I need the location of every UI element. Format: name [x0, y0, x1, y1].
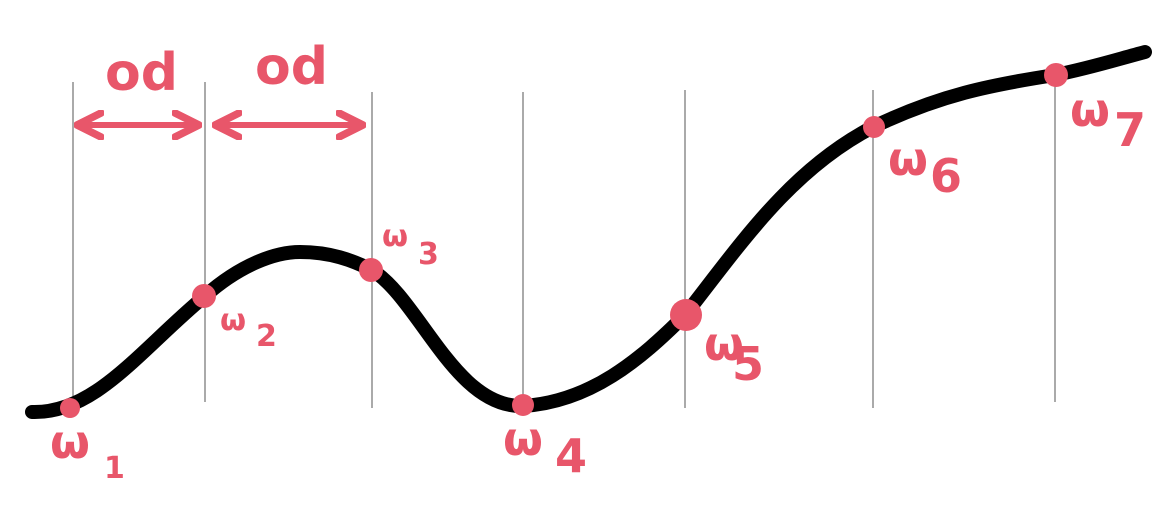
label-w1-index: 1 — [104, 451, 125, 486]
point-w1 — [60, 398, 80, 418]
point-w7 — [1044, 63, 1068, 87]
point-w4 — [512, 394, 534, 416]
label-w7-letter: ω — [1070, 83, 1110, 137]
label-w6-index: 6 — [930, 149, 962, 203]
label-w7-index: 7 — [1114, 103, 1146, 157]
label-w2-letter: ω — [220, 303, 246, 338]
spacing-label-2: od — [255, 37, 328, 97]
label-w3-letter: ω — [382, 219, 408, 254]
label-w6-letter: ω — [888, 132, 928, 186]
label-w2-index: 2 — [256, 319, 277, 354]
spacing-label-1: od — [105, 43, 178, 103]
label-w1-letter: ω — [50, 415, 90, 469]
label-w3-index: 3 — [418, 237, 439, 272]
label-w5-letter: ω — [704, 317, 744, 371]
label-w5-index: 5 — [732, 337, 764, 391]
label-w4-letter: ω — [503, 412, 543, 466]
gridlines — [72, 70, 1056, 410]
point-w2 — [192, 284, 216, 308]
label-w4-index: 4 — [555, 429, 587, 483]
point-w6 — [863, 116, 885, 138]
point-w3 — [359, 258, 383, 282]
point-w5 — [670, 299, 702, 331]
function-curve — [25, 45, 1152, 420]
curve-points — [60, 63, 1068, 418]
point-labels: ω 1 ω 2 ω 3 ω 4 ω 5 ω 6 ω 7 — [50, 83, 1146, 486]
